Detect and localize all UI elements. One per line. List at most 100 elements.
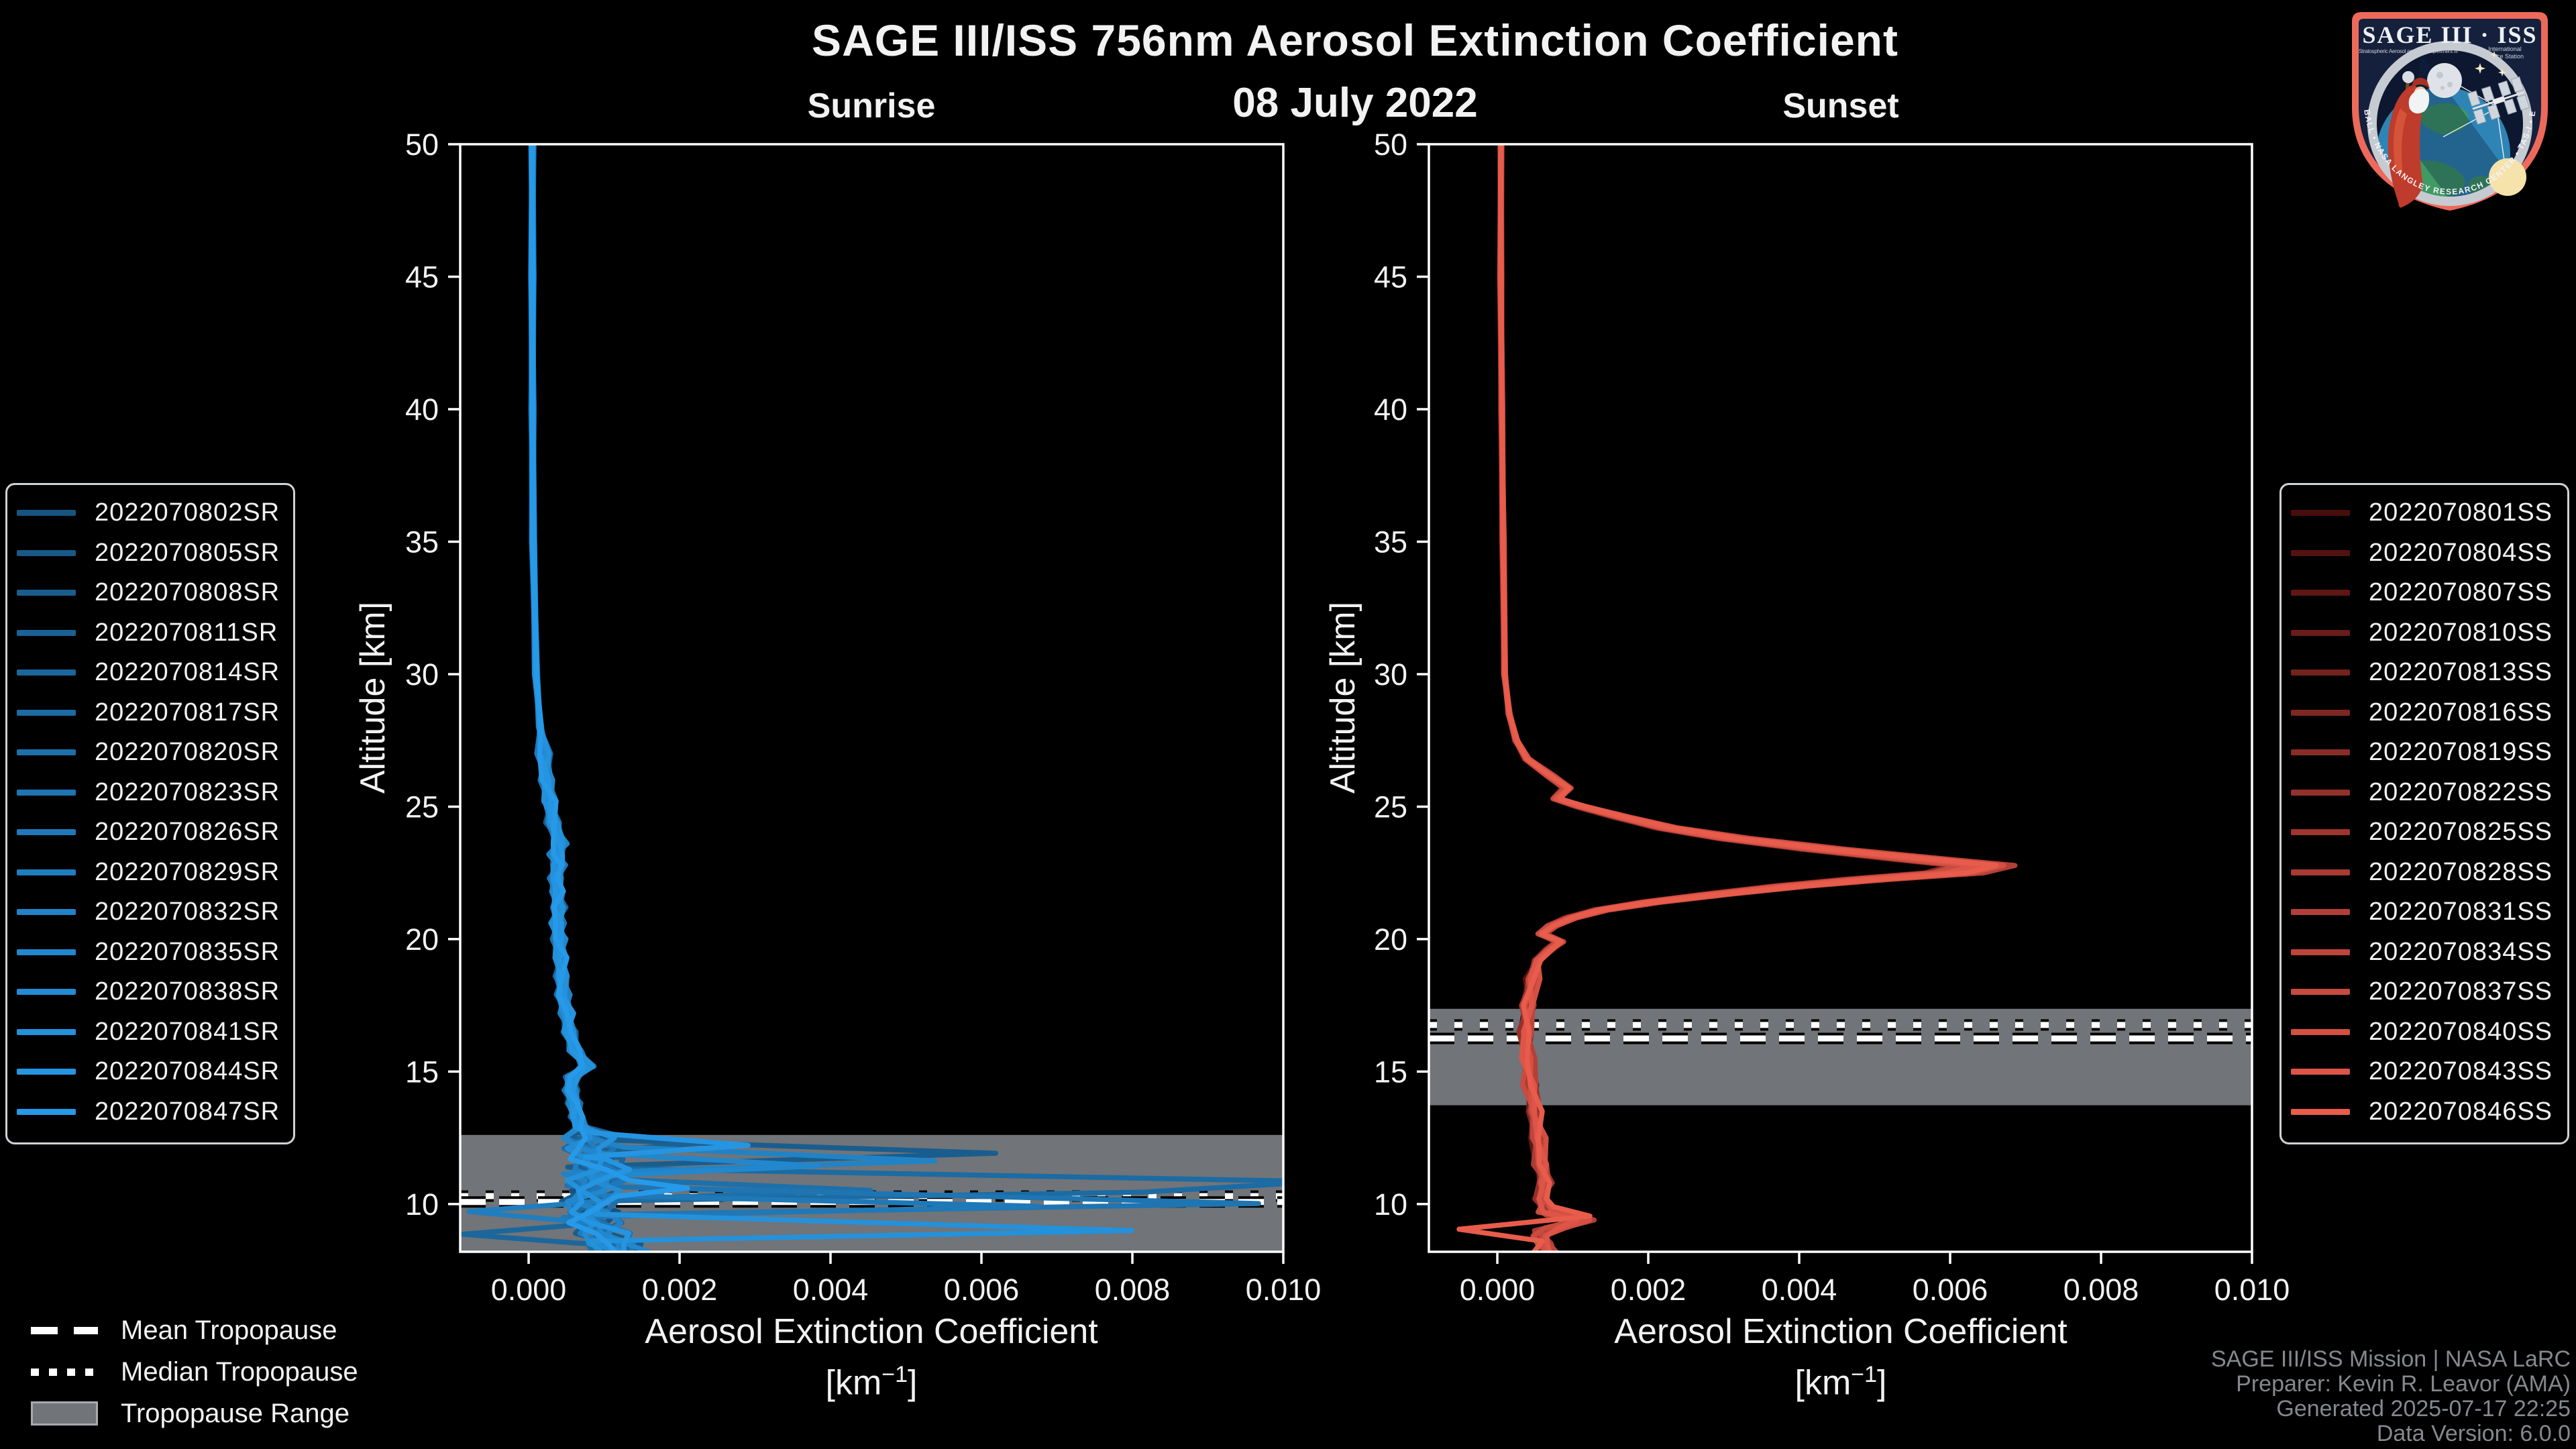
legend-label: 2022070819SS	[2369, 738, 2553, 767]
legend-line-swatch	[17, 669, 76, 676]
legend-item-2022070804SS: 2022070804SS	[2282, 533, 2567, 574]
legend-line-swatch	[17, 1069, 76, 1075]
logo-figure-hood	[2411, 78, 2430, 89]
legend-line-swatch	[17, 829, 76, 836]
legend-item-2022070810SS: 2022070810SS	[2282, 613, 2567, 653]
unit-open: [km	[1794, 1363, 1851, 1403]
legend-label: 2022070801SS	[2369, 498, 2553, 527]
unit-exponent: −1	[1851, 1362, 1878, 1387]
legend-line-swatch	[2291, 590, 2350, 596]
logo-moon-crater	[2440, 86, 2445, 90]
panel-title-sunset: Sunset	[1782, 87, 1899, 125]
y-tick-label: 35	[1374, 525, 1407, 559]
median-tropopause-label: Median Tropopause	[121, 1356, 358, 1387]
legend-label: 2022070828SS	[2369, 857, 2553, 886]
legend-item-2022070844SR: 2022070844SR	[7, 1052, 293, 1092]
x-axis-unit-sunset: [km−1]	[1795, 1362, 1887, 1403]
mean-tropopause-dash-swatch	[31, 1326, 98, 1334]
legend-line-swatch	[17, 709, 76, 716]
x-axis-label-sunrise: Aerosol Extinction Coefficient	[645, 1312, 1098, 1351]
x-tick-label: 0.008	[2063, 1273, 2139, 1307]
legend-line-swatch	[17, 749, 76, 756]
legend-line-swatch	[2291, 1069, 2350, 1075]
legend-item-2022070805SR: 2022070805SR	[7, 533, 293, 574]
legend-line-swatch	[2291, 510, 2350, 517]
watermark-version: Data Version: 6.0.0	[2376, 1421, 2571, 1446]
legend-label: 2022070813SS	[2369, 658, 2553, 687]
logo-subtitle-left: Stratospheric Aerosol and Gas Experiment…	[2359, 48, 2458, 54]
legend-line-swatch	[2291, 709, 2350, 716]
legend-item-2022070837SS: 2022070837SS	[2282, 972, 2567, 1012]
legend-item-2022070835SR: 2022070835SR	[7, 932, 293, 973]
y-axis-label-sunset: Altitude [km]	[1324, 601, 1362, 794]
logo-continent-north	[2419, 103, 2469, 135]
watermark: SAGE III/ISS Mission | NASA LaRC Prepare…	[2211, 1347, 2571, 1446]
legend-sunset: 2022070801SS 2022070804SS 2022070807SS 2022…	[2279, 483, 2569, 1144]
legend-line-swatch	[2291, 829, 2350, 836]
y-tick-label: 50	[1374, 127, 1407, 162]
legend-line-swatch	[17, 909, 76, 916]
y-tick-label: 15	[1374, 1055, 1407, 1089]
profile-line-2022070846SS	[1456, 144, 1999, 1252]
logo-figure-beard	[2408, 89, 2430, 114]
panel-sunrise: 0.000 0.002 0.004 0.006 0.008 0.010 10 15 20 25 30…	[405, 127, 1321, 1307]
legend-item-2022070847SR: 2022070847SR	[7, 1092, 293, 1132]
x-tick-label: 0.002	[1611, 1273, 1686, 1307]
legend-label: 2022070846SS	[2369, 1097, 2553, 1126]
x-tick-label: 0.006	[944, 1273, 1020, 1307]
legend-line-swatch	[2291, 549, 2350, 556]
legend-line-swatch	[2291, 989, 2350, 996]
unit-exponent: −1	[881, 1362, 908, 1387]
legend-label: 2022070807SS	[2369, 578, 2553, 607]
watermark-mission: SAGE III/ISS Mission | NASA LaRC	[2210, 1346, 2571, 1372]
legend-label: 2022070817SR	[95, 698, 280, 727]
legend-label: 2022070832SR	[95, 898, 280, 926]
legend-item-2022070817SR: 2022070817SR	[7, 693, 293, 733]
legend-label: 2022070811SR	[95, 618, 278, 647]
legend-item-2022070823SR: 2022070823SR	[7, 773, 293, 813]
x-tick-label: 0.010	[1246, 1273, 1322, 1307]
tropopause-range-label: Tropopause Range	[121, 1398, 350, 1428]
legend-item-2022070822SS: 2022070822SS	[2282, 773, 2567, 813]
legend-label: 2022070816SS	[2369, 698, 2553, 727]
tropopause-range-swatch	[31, 1401, 98, 1426]
legend-label: 2022070802SR	[95, 498, 280, 527]
legend-label: 2022070822SS	[2369, 777, 2553, 806]
legend-item-2022070814SR: 2022070814SR	[7, 653, 293, 693]
legend-item-2022070838SR: 2022070838SR	[7, 972, 293, 1012]
legend-label: 2022070823SR	[95, 777, 280, 806]
y-tick-label: 40	[405, 392, 439, 427]
x-axis-unit-sunrise: [km−1]	[826, 1362, 918, 1403]
logo-moon	[2427, 63, 2462, 98]
legend-label: 2022070837SS	[2369, 977, 2553, 1006]
legend-item-2022070829SR: 2022070829SR	[7, 853, 293, 893]
tropopause-legend-row-median: Median Tropopause	[31, 1351, 358, 1393]
legend-item-2022070808SR: 2022070808SR	[7, 573, 293, 613]
legend-line-swatch	[2291, 1108, 2350, 1115]
legend-item-2022070825SS: 2022070825SS	[2282, 812, 2567, 853]
legend-item-2022070826SR: 2022070826SR	[7, 812, 293, 853]
x-tick-label: 0.000	[491, 1273, 567, 1307]
legend-label: 2022070810SS	[2369, 618, 2553, 647]
legend-line-swatch	[17, 510, 76, 517]
legend-label: 2022070831SS	[2369, 898, 2553, 926]
y-tick-label: 20	[1374, 922, 1407, 957]
logo-figure-robe	[2387, 85, 2426, 208]
y-tick-label: 20	[405, 922, 439, 957]
logo-gray-ring	[2367, 41, 2532, 206]
y-tick-label: 50	[405, 127, 439, 162]
x-tick-label: 0.006	[1913, 1273, 1988, 1307]
watermark-generated: Generated 2025-07-17 22:25	[2276, 1396, 2571, 1421]
legend-line-swatch	[2291, 1028, 2350, 1035]
logo-figure-robe-highlight	[2394, 109, 2407, 174]
x-tick-label: 0.004	[1762, 1273, 1837, 1307]
panel-title-sunrise: Sunrise	[807, 87, 936, 125]
legend-label: 2022070834SS	[2369, 937, 2553, 966]
legend-sunrise: 2022070802SR 2022070805SR 2022070808SR 2022…	[5, 483, 295, 1144]
y-tick-label: 10	[1374, 1187, 1407, 1222]
legend-item-2022070831SS: 2022070831SS	[2282, 892, 2567, 932]
y-tick-label: 25	[1374, 790, 1407, 824]
legend-item-2022070841SR: 2022070841SR	[7, 1012, 293, 1053]
logo-title: SAGE III · ISS	[2362, 21, 2537, 48]
y-tick-label: 30	[1374, 657, 1407, 692]
